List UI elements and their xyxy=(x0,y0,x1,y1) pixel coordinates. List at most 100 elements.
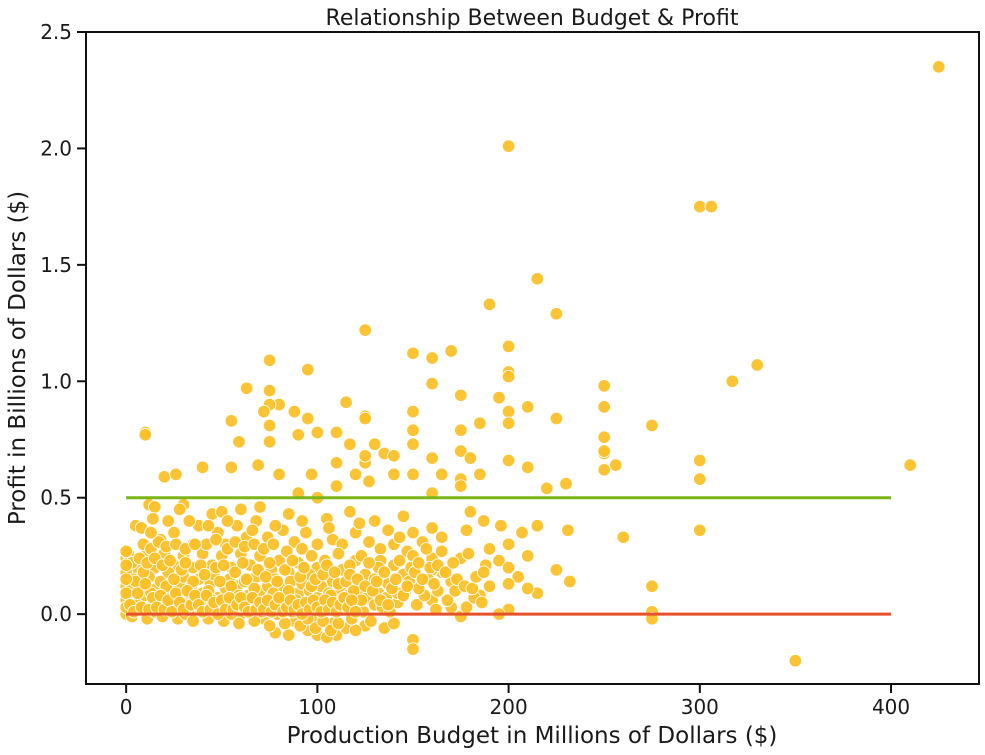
data-point xyxy=(167,572,181,586)
data-point xyxy=(345,593,359,607)
data-point xyxy=(232,435,246,449)
data-point xyxy=(377,565,392,579)
data-point xyxy=(645,612,659,626)
data-point xyxy=(367,437,382,451)
data-point xyxy=(270,574,284,589)
data-point xyxy=(406,423,420,437)
data-point xyxy=(434,530,449,545)
data-point xyxy=(258,570,273,584)
data-point xyxy=(482,297,497,312)
data-point xyxy=(549,411,564,426)
data-point xyxy=(903,458,917,472)
data-point xyxy=(228,565,242,579)
y-tick-label: 1.5 xyxy=(40,253,72,277)
data-point xyxy=(597,379,611,393)
data-point xyxy=(310,537,325,552)
data-point xyxy=(425,521,439,535)
data-point xyxy=(406,467,420,482)
data-point xyxy=(463,504,478,519)
data-point xyxy=(693,199,707,214)
data-point xyxy=(400,579,415,593)
data-point xyxy=(157,470,172,484)
data-point xyxy=(322,521,336,535)
data-point xyxy=(373,542,388,556)
data-point xyxy=(364,614,378,628)
data-point xyxy=(209,532,223,547)
data-point xyxy=(530,272,545,286)
y-axis-label: Profit in Billions of Dollars ($) xyxy=(5,191,31,525)
data-point xyxy=(362,535,376,549)
y-tick-label: 0.5 xyxy=(40,486,72,510)
data-point xyxy=(482,542,497,556)
data-point xyxy=(473,467,487,482)
data-point xyxy=(693,453,707,468)
x-tick-label: 100 xyxy=(298,695,336,719)
data-point xyxy=(262,418,277,433)
data-point xyxy=(501,537,516,552)
data-point xyxy=(440,593,455,607)
data-point xyxy=(234,502,248,517)
data-point xyxy=(788,653,803,668)
data-point xyxy=(454,388,468,403)
data-point xyxy=(343,504,357,519)
data-point xyxy=(304,549,319,563)
data-point xyxy=(172,502,187,517)
reference-lines xyxy=(126,496,892,616)
data-point xyxy=(329,479,344,493)
data-point xyxy=(358,449,372,463)
data-point xyxy=(549,307,564,321)
data-point xyxy=(476,514,491,528)
data-point xyxy=(213,574,227,589)
data-point xyxy=(119,586,133,600)
data-point xyxy=(530,518,545,533)
data-point xyxy=(236,556,250,570)
data-point xyxy=(454,479,468,493)
data-point xyxy=(262,619,277,633)
data-point xyxy=(387,467,401,482)
data-point xyxy=(272,467,286,482)
data-point xyxy=(281,507,296,521)
data-point xyxy=(278,616,292,631)
data-point xyxy=(540,481,554,496)
data-point xyxy=(461,546,476,561)
data-point xyxy=(389,572,403,586)
data-point xyxy=(299,525,313,540)
data-point xyxy=(295,542,309,556)
data-point xyxy=(262,556,277,570)
data-point xyxy=(501,453,516,468)
data-point xyxy=(197,567,212,582)
data-point xyxy=(492,553,506,568)
data-point xyxy=(381,598,395,612)
data-point xyxy=(343,437,357,451)
data-point xyxy=(459,523,474,538)
data-point xyxy=(406,437,420,451)
data-point xyxy=(501,139,516,153)
chart-title: Relationship Between Budget & Profit xyxy=(326,6,739,31)
data-point xyxy=(415,572,430,586)
data-point xyxy=(406,525,420,540)
x-tick-label: 300 xyxy=(681,695,719,719)
data-point xyxy=(130,586,145,600)
data-point xyxy=(262,383,277,398)
plot-frame xyxy=(85,31,980,685)
data-point xyxy=(161,514,175,528)
data-point xyxy=(358,323,372,337)
data-point xyxy=(257,404,271,419)
data-point xyxy=(119,544,133,559)
data-point xyxy=(406,346,420,361)
data-point xyxy=(425,376,439,391)
data-point xyxy=(367,514,382,528)
data-point xyxy=(310,425,325,440)
data-point xyxy=(406,642,420,656)
data-point xyxy=(178,556,193,570)
data-point xyxy=(262,353,277,368)
data-point xyxy=(645,579,659,593)
data-point xyxy=(444,344,458,358)
data-point xyxy=(750,358,764,372)
y-tick-label: 0.0 xyxy=(40,602,72,626)
data-point xyxy=(144,525,158,540)
data-point xyxy=(520,549,535,563)
data-point xyxy=(419,542,434,556)
data-point xyxy=(146,511,160,526)
